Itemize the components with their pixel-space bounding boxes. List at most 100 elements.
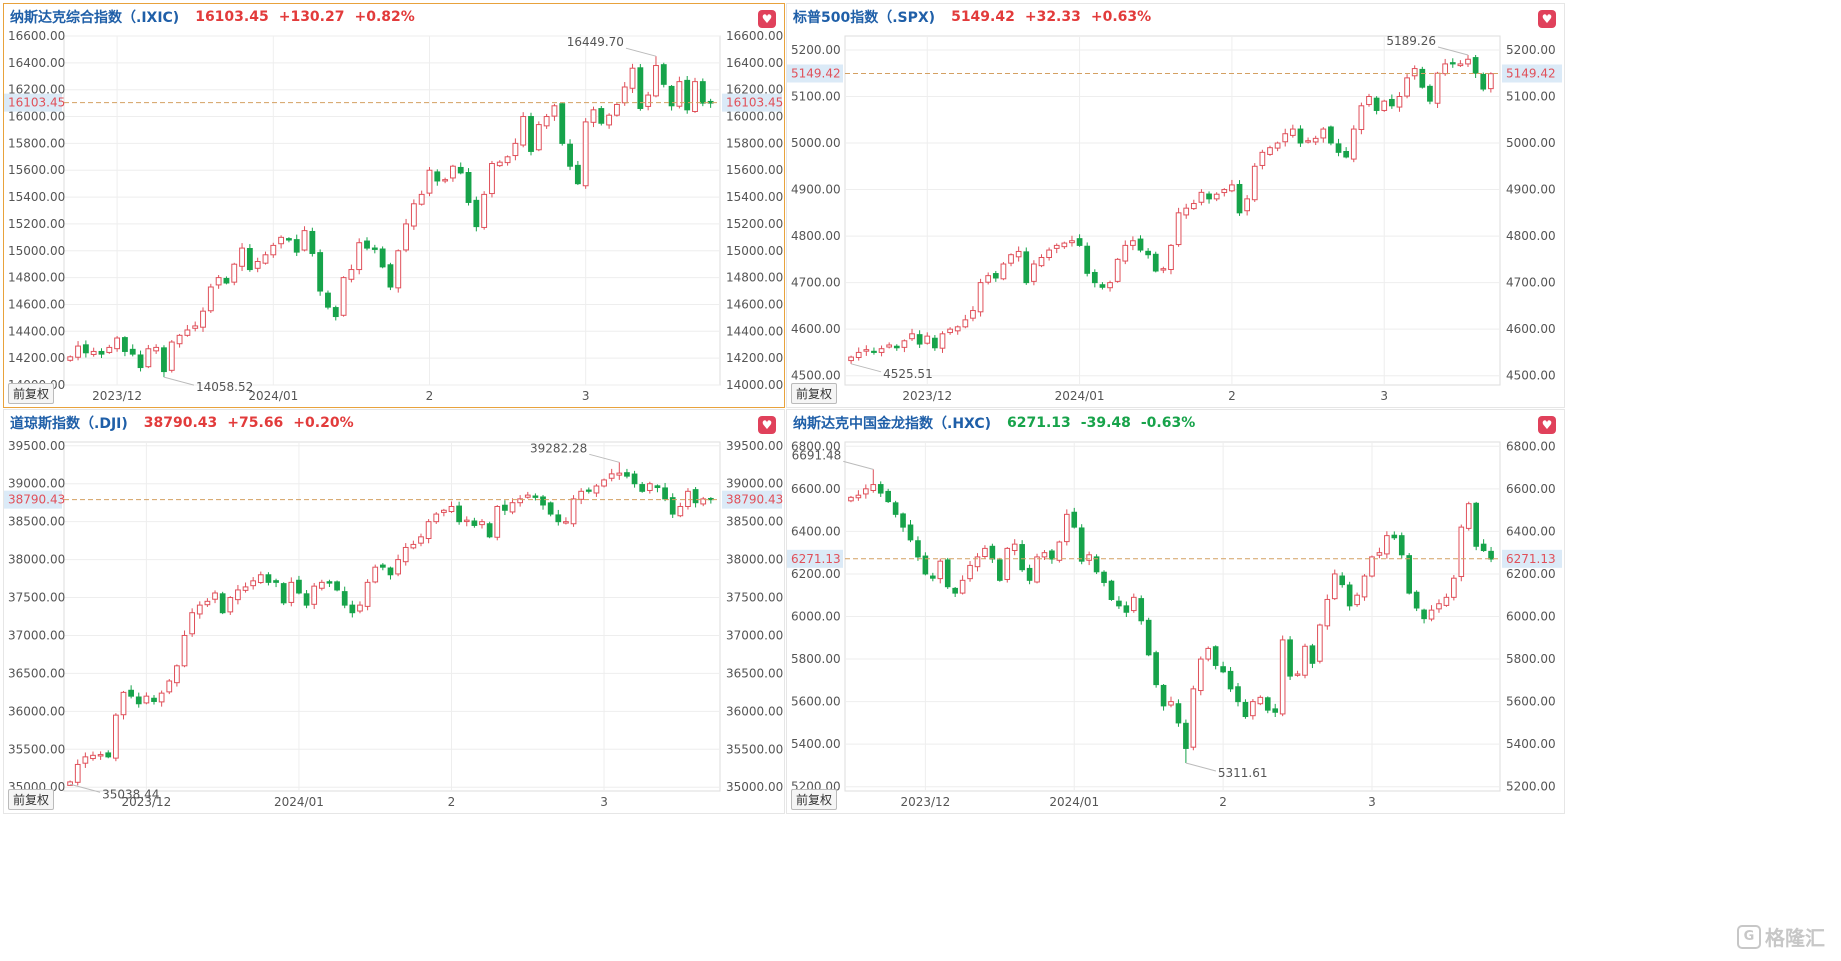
y-tick-label-right: 35000.00 — [726, 780, 783, 794]
price-adjust-button[interactable]: 前复权 — [8, 383, 55, 404]
candle-up — [426, 169, 433, 194]
candle-down — [660, 64, 667, 85]
candle-up — [1366, 95, 1372, 106]
candle-up — [524, 494, 531, 498]
candle-up — [1130, 596, 1137, 612]
y-tick-label-right: 37500.00 — [726, 591, 783, 605]
candle-up — [311, 585, 318, 605]
candle-up — [863, 349, 870, 352]
candle-down — [473, 199, 480, 228]
candle-up — [356, 242, 363, 271]
y-tick-label-left: 4700.00 — [791, 276, 841, 290]
price-adjust-button[interactable]: 前复权 — [791, 383, 838, 404]
y-tick-label-right: 14200.00 — [726, 351, 783, 365]
candle-up — [463, 519, 470, 523]
candle-up — [1063, 513, 1070, 543]
candle-down — [699, 81, 706, 104]
index-change-pct: +0.63% — [1090, 9, 1152, 25]
brand-watermark: G 格隆汇 — [1737, 922, 1825, 951]
current-price-label-right: 5149.42 — [1506, 66, 1556, 80]
candle-up — [403, 223, 409, 251]
candle-down — [387, 567, 394, 576]
x-tick-label: 2023/12 — [902, 389, 952, 403]
candle-down — [325, 292, 331, 308]
y-tick-label-right: 5200.00 — [1506, 780, 1556, 794]
candle-up — [207, 286, 214, 312]
y-tick-label-left: 37500.00 — [8, 591, 65, 605]
candle-up — [1213, 193, 1220, 200]
current-price-label-right: 16103.45 — [726, 96, 783, 110]
candle-up — [855, 494, 862, 499]
chart-panel-dji[interactable]: 道琼斯指数（.DJI) 38790.43 +75.66 +0.20% ♥ 350… — [3, 409, 785, 814]
candle-down — [1335, 143, 1342, 153]
candle-down — [135, 696, 142, 705]
y-tick-label-left: 39000.00 — [8, 477, 65, 491]
candle-up — [676, 81, 683, 107]
candle-down — [1419, 68, 1426, 88]
candle-up — [166, 680, 173, 693]
index-title[interactable]: 纳斯达克中国金龙指数（.HXC) — [793, 416, 992, 432]
candle-down — [486, 523, 493, 538]
y-tick-label-left: 15000.00 — [8, 244, 65, 258]
heart-icon[interactable]: ♥ — [1538, 416, 1556, 434]
price-adjust-button[interactable]: 前复权 — [8, 789, 55, 810]
y-tick-label-left: 36500.00 — [8, 666, 65, 680]
candle-down — [456, 505, 462, 523]
candle-down — [1026, 567, 1033, 581]
heart-icon[interactable]: ♥ — [758, 416, 776, 434]
plot-area — [844, 35, 1501, 386]
heart-icon[interactable]: ♥ — [758, 10, 776, 28]
x-tick-label: 3 — [600, 795, 608, 809]
chart-panel-ixic[interactable]: 纳斯达克综合指数（.IXIC) 16103.45 +130.27 +0.82% … — [3, 3, 785, 408]
index-title[interactable]: 道琼斯指数（.DJI) — [10, 416, 128, 432]
candlestick-chart[interactable]: 4500.00 4500.00 4600.00 4600.00 4700.00 4700.… — [787, 4, 1564, 407]
candle-up — [863, 488, 869, 495]
candle-down — [1227, 670, 1234, 690]
y-tick-label-right: 6600.00 — [1506, 482, 1556, 496]
candle-up — [301, 230, 308, 251]
candle-down — [98, 350, 105, 355]
candle-down — [502, 504, 508, 511]
y-tick-label-left: 6800.00 — [791, 439, 841, 453]
candle-up — [520, 116, 527, 146]
index-title[interactable]: 标普500指数（.SPX) — [793, 10, 936, 26]
low-label: 5311.61 — [1218, 766, 1268, 780]
candle-up — [1451, 577, 1457, 598]
candle-down — [1212, 646, 1219, 666]
candle-down — [1123, 605, 1130, 613]
candle-up — [1465, 58, 1471, 65]
candle-up — [985, 275, 992, 283]
candle-up — [1465, 503, 1472, 529]
index-title[interactable]: 纳斯达克综合指数（.IXIC) — [10, 10, 180, 26]
candle-down — [1339, 575, 1346, 586]
heart-icon[interactable]: ♥ — [1538, 10, 1556, 28]
candle-up — [1011, 543, 1018, 551]
candle-down — [303, 593, 310, 606]
candle-up — [870, 484, 877, 491]
candle-up — [348, 269, 355, 280]
candle-up — [570, 498, 577, 525]
candle-down — [334, 581, 340, 591]
candle-up — [1354, 594, 1360, 606]
price-adjust-button[interactable]: 前复权 — [791, 789, 838, 810]
chart-panel-hxc[interactable]: 纳斯达克中国金龙指数（.HXC) 6271.13 -39.48 -0.63% ♥… — [786, 409, 1565, 814]
chart-panel-spx[interactable]: 标普500指数（.SPX) 5149.42 +32.33 +0.63% ♥ 45… — [786, 3, 1565, 408]
candle-up — [616, 472, 623, 476]
y-tick-label-right: 15800.00 — [726, 136, 783, 150]
candle-up — [1457, 63, 1464, 67]
current-price-tag-right — [722, 93, 782, 112]
candle-up — [340, 277, 347, 316]
candle-up — [613, 103, 620, 116]
panel-header: 标普500指数（.SPX) 5149.42 +32.33 +0.63% — [787, 4, 1564, 30]
current-price-label-left: 16103.45 — [8, 96, 65, 110]
candle-up — [174, 665, 180, 684]
candle-down — [1413, 591, 1420, 609]
candle-up — [1034, 556, 1040, 583]
candle-down — [137, 354, 144, 369]
candle-up — [1404, 77, 1410, 97]
candle-up — [1004, 547, 1011, 580]
candlestick-chart[interactable]: 14000.0014000.0014200.0014200.0014400.00… — [4, 4, 784, 407]
x-tick-label: 2 — [448, 795, 456, 809]
